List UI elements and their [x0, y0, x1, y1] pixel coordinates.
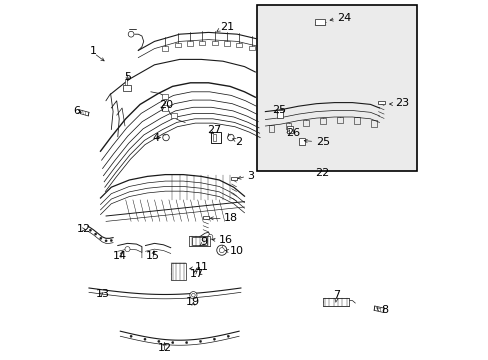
Bar	[248, 45, 254, 50]
Circle shape	[94, 233, 97, 235]
Circle shape	[185, 342, 187, 344]
Text: 15: 15	[145, 251, 160, 261]
Circle shape	[128, 31, 134, 37]
Text: 22: 22	[314, 168, 329, 178]
Circle shape	[143, 338, 146, 340]
Bar	[162, 94, 168, 99]
Text: 9: 9	[200, 237, 207, 247]
Bar	[189, 236, 210, 246]
Text: 8: 8	[381, 305, 387, 315]
Text: 1: 1	[89, 46, 97, 56]
Circle shape	[125, 247, 130, 252]
Circle shape	[110, 239, 112, 242]
Bar	[174, 43, 180, 47]
Text: 5: 5	[124, 72, 131, 82]
Circle shape	[199, 340, 201, 342]
Bar	[322, 298, 348, 306]
Text: 12: 12	[157, 343, 171, 354]
Bar	[276, 110, 283, 118]
Circle shape	[100, 237, 102, 239]
Text: 23: 23	[394, 98, 408, 108]
Circle shape	[89, 229, 91, 231]
Text: 14: 14	[113, 251, 127, 261]
Bar	[124, 79, 127, 85]
Text: 12: 12	[76, 224, 90, 234]
Circle shape	[216, 245, 226, 255]
Text: 6: 6	[73, 106, 81, 116]
Text: 11: 11	[195, 262, 209, 273]
Circle shape	[227, 335, 229, 337]
Bar	[257, 5, 416, 171]
Circle shape	[189, 292, 197, 299]
Text: 25: 25	[315, 137, 329, 147]
Bar	[162, 105, 168, 111]
Bar	[211, 132, 221, 143]
Circle shape	[171, 342, 173, 344]
Bar	[187, 41, 192, 46]
Circle shape	[340, 300, 343, 304]
Bar	[298, 138, 305, 145]
Text: 13: 13	[95, 289, 109, 300]
Text: 4: 4	[152, 132, 160, 143]
Bar	[171, 113, 177, 118]
Bar	[170, 263, 185, 280]
Circle shape	[344, 300, 347, 304]
Text: 27: 27	[206, 125, 221, 135]
Circle shape	[163, 134, 169, 141]
Circle shape	[327, 300, 331, 304]
Bar	[211, 41, 217, 45]
Text: 7: 7	[332, 290, 339, 300]
Circle shape	[323, 300, 326, 304]
Circle shape	[213, 338, 215, 340]
Text: 17: 17	[189, 269, 203, 279]
Bar	[314, 19, 325, 25]
Bar	[199, 41, 205, 45]
Text: 21: 21	[220, 22, 234, 32]
Bar	[212, 134, 216, 141]
Text: 2: 2	[235, 137, 242, 147]
Bar	[286, 126, 292, 133]
Text: 24: 24	[337, 13, 351, 23]
Text: 10: 10	[230, 246, 244, 256]
Bar	[377, 101, 384, 104]
Circle shape	[336, 300, 339, 304]
Bar	[192, 237, 207, 245]
Bar	[203, 216, 209, 219]
Text: 18: 18	[223, 213, 237, 223]
Bar	[224, 41, 229, 46]
Bar	[123, 85, 131, 91]
Text: 16: 16	[218, 235, 232, 245]
Text: 26: 26	[285, 128, 300, 138]
Circle shape	[191, 293, 195, 297]
Text: 20: 20	[159, 100, 173, 110]
Circle shape	[331, 300, 335, 304]
Circle shape	[130, 335, 132, 337]
Text: 25: 25	[271, 105, 285, 115]
Circle shape	[158, 340, 160, 342]
Text: 3: 3	[247, 171, 254, 181]
Circle shape	[105, 240, 107, 242]
Text: 19: 19	[186, 297, 200, 307]
Circle shape	[219, 248, 224, 253]
Bar	[162, 46, 168, 50]
Circle shape	[207, 234, 212, 239]
Bar	[236, 42, 242, 47]
Circle shape	[227, 134, 234, 141]
Bar	[231, 177, 237, 180]
